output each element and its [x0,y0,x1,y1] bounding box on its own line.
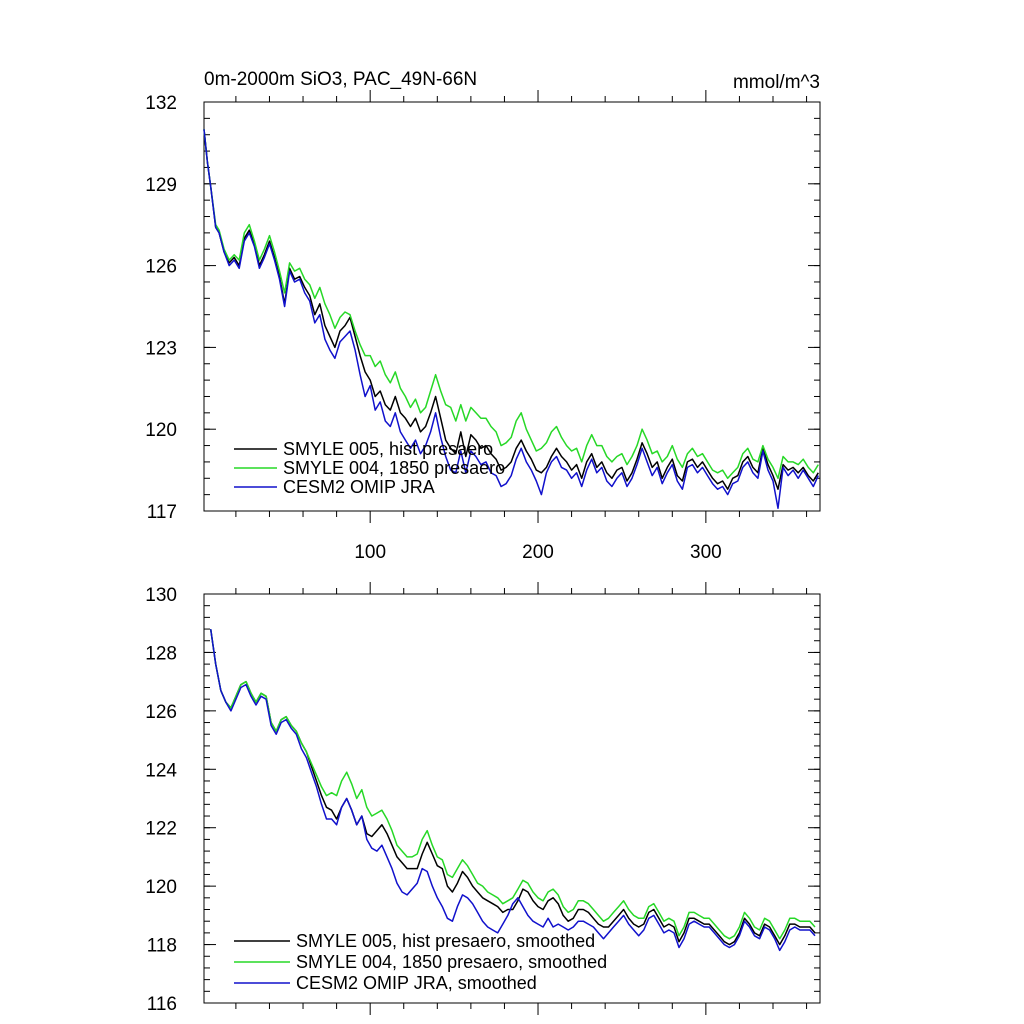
legend-label-1: SMYLE 005, hist presaero [283,439,493,459]
units-label: mmol/m^3 [733,72,820,93]
bottom-legend: SMYLE 005, hist presaero, smoothedSMYLE … [234,931,607,993]
y-tick-label: 128 [145,643,177,664]
y-tick-label: 129 [145,175,177,196]
series-line-2 [209,628,816,940]
y-tick-label: 116 [147,994,177,1015]
series-line-1 [209,628,816,946]
top-lines [203,129,819,510]
y-tick-label: 124 [145,760,177,781]
legend-label-3: CESM2 OMIP JRA, smoothed [296,973,537,993]
top-ticks: 117 120 123 126 129 132 100 200 300 [145,90,820,563]
bottom-ticks: 116 118 120 122 124 126 128 130 [145,582,820,1015]
x-tick-label: 100 [354,542,386,563]
y-tick-label: 120 [145,877,177,898]
figure-title: 0m-2000m SiO3, PAC_49N-66N [204,69,477,90]
y-tick-label: 123 [145,338,177,359]
y-tick-label: 126 [145,702,177,723]
bottom-panel: 116 118 120 122 124 126 128 130 SMYLE 005, hist… [145,582,821,1015]
series-line-1 [203,129,819,490]
y-tick-label: 132 [145,93,177,114]
legend-label-2: SMYLE 004, 1850 presaero [283,458,505,478]
x-tick-label: 300 [690,542,722,563]
series-line-3 [209,628,816,952]
bottom-lines [209,628,816,952]
y-tick-label: 118 [147,936,177,957]
top-panel: 117 120 123 126 129 132 100 200 300 SMYLE 005, h… [145,90,821,563]
y-tick-label: 120 [145,420,177,441]
y-tick-label: 130 [145,585,177,606]
series-line-2 [203,129,819,480]
y-tick-label: 122 [145,819,177,840]
series-line-3 [203,129,819,510]
top-plot-frame [203,101,821,512]
x-tick-label: 200 [522,542,554,563]
legend-label-1: SMYLE 005, hist presaero, smoothed [296,931,595,951]
y-tick-label: 117 [147,502,177,523]
bottom-plot-frame [203,593,821,1004]
legend-label-2: SMYLE 004, 1850 presaero, smoothed [296,952,607,972]
legend-label-3: CESM2 OMIP JRA [283,477,435,497]
y-tick-label: 126 [145,257,177,278]
